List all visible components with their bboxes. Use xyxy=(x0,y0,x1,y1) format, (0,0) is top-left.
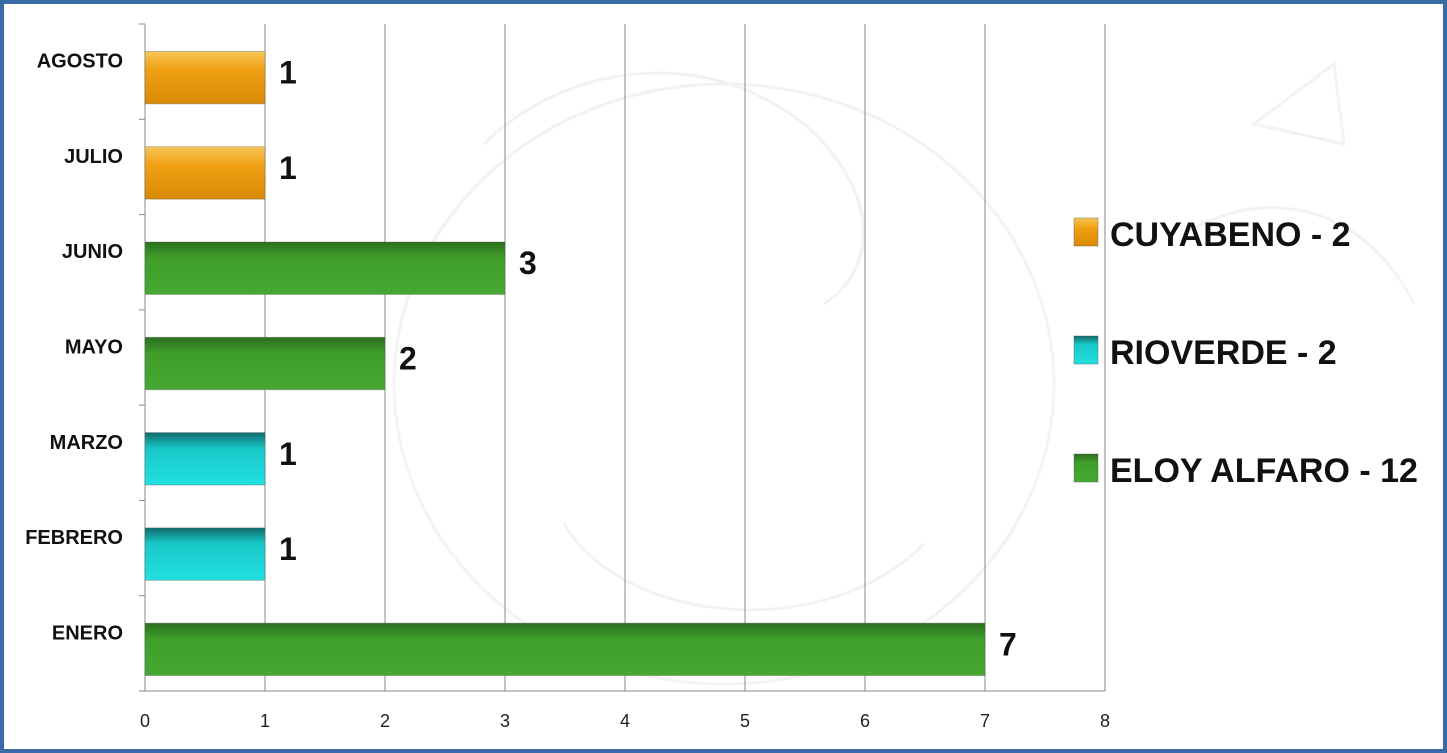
category-label-mayo: MAYO xyxy=(65,337,123,359)
bar-mayo-eloy-alfaro-12 xyxy=(144,336,386,391)
bar-enero-eloy-alfaro-12 xyxy=(144,622,986,677)
data-label-julio: 1 xyxy=(279,150,297,186)
category-label-julio: JULIO xyxy=(64,146,123,168)
x-tick-label-0: 0 xyxy=(140,711,150,731)
x-tick-label-5: 5 xyxy=(740,711,750,731)
category-label-junio: JUNIO xyxy=(62,241,123,263)
legend-label-rioverde-2: RIOVERDE - 2 xyxy=(1110,334,1337,372)
chart-labels: 0 1 2 3 4 5 6 7 8 ENERO FEBRERO MARZO MAYO JUNIO JULIO… xyxy=(25,51,1110,731)
chart-bars xyxy=(144,50,986,677)
legend-swatch-cuyabeno-2 xyxy=(1073,217,1099,247)
category-label-enero: ENERO xyxy=(52,622,123,644)
legend-swatch-eloy-alfaro-12 xyxy=(1073,453,1099,483)
x-tick-label-7: 7 xyxy=(980,711,990,731)
category-label-febrero: FEBRERO xyxy=(25,527,123,549)
data-label-mayo: 2 xyxy=(399,341,417,377)
data-label-marzo: 1 xyxy=(279,436,297,472)
bar-agosto-cuyabeno-2 xyxy=(144,50,266,105)
x-tick-label-2: 2 xyxy=(380,711,390,731)
legend-swatch-rioverde-2 xyxy=(1073,335,1099,365)
chart-legend: CUYABENO - 2 RIOVERDE - 2 ELOY ALFARO - 12 xyxy=(1073,216,1418,490)
x-tick-label-8: 8 xyxy=(1100,711,1110,731)
bar-febrero-rioverde-2 xyxy=(144,527,266,581)
data-label-agosto: 1 xyxy=(279,55,297,91)
legend-label-eloy-alfaro-12: ELOY ALFARO - 12 xyxy=(1110,452,1418,490)
data-label-febrero: 1 xyxy=(279,531,297,567)
x-tick-label-1: 1 xyxy=(260,711,270,731)
bar-chart: 0 1 2 3 4 5 6 7 8 ENERO FEBRERO MARZO MAYO JUNIO JULIO… xyxy=(25,23,1418,731)
x-tick-label-6: 6 xyxy=(860,711,870,731)
category-label-marzo: MARZO xyxy=(50,432,123,454)
data-label-junio: 3 xyxy=(519,245,537,281)
bar-junio-eloy-alfaro-12 xyxy=(144,241,506,295)
x-tick-label-3: 3 xyxy=(500,711,510,731)
data-label-enero: 7 xyxy=(999,626,1017,662)
bar-julio-cuyabeno-2 xyxy=(144,146,266,200)
background-crest-watermark xyxy=(392,61,1416,686)
x-tick-label-4: 4 xyxy=(620,711,630,731)
category-label-agosto: AGOSTO xyxy=(37,51,123,73)
bar-marzo-rioverde-2 xyxy=(144,432,266,486)
legend-label-cuyabeno-2: CUYABENO - 2 xyxy=(1110,216,1351,254)
chart-gridlines xyxy=(264,24,1106,691)
